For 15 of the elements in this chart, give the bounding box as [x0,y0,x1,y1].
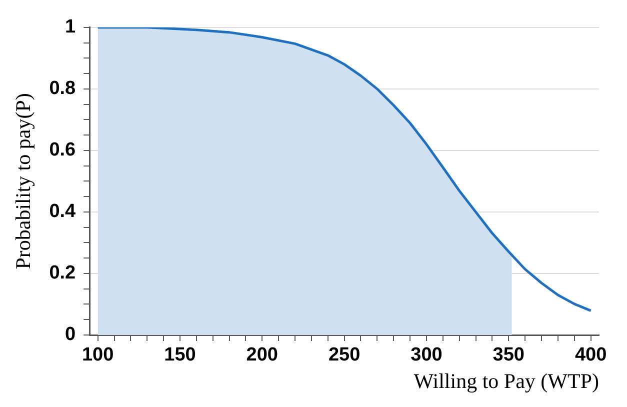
x-tick-label: 350 [492,344,524,366]
y-tick-label: 0.8 [49,78,76,100]
x-tick-label: 300 [410,344,442,366]
x-tick-label: 200 [246,344,278,366]
y-tick-label: 0 [65,324,76,346]
x-tick-label: 400 [574,344,607,366]
x-axis-title: Willing to Pay (WTP) [414,368,600,393]
x-tick-label: 150 [164,344,196,366]
x-tick-label: 250 [328,344,360,366]
y-tick-label: 0.2 [49,262,76,284]
y-axis-title: Probability to pay(P) [11,93,36,270]
x-tick-label: 100 [82,344,114,366]
y-tick-label: 0.6 [49,140,76,161]
y-tick-label: 0.4 [49,201,76,222]
y-tick-label: 1 [65,16,76,38]
